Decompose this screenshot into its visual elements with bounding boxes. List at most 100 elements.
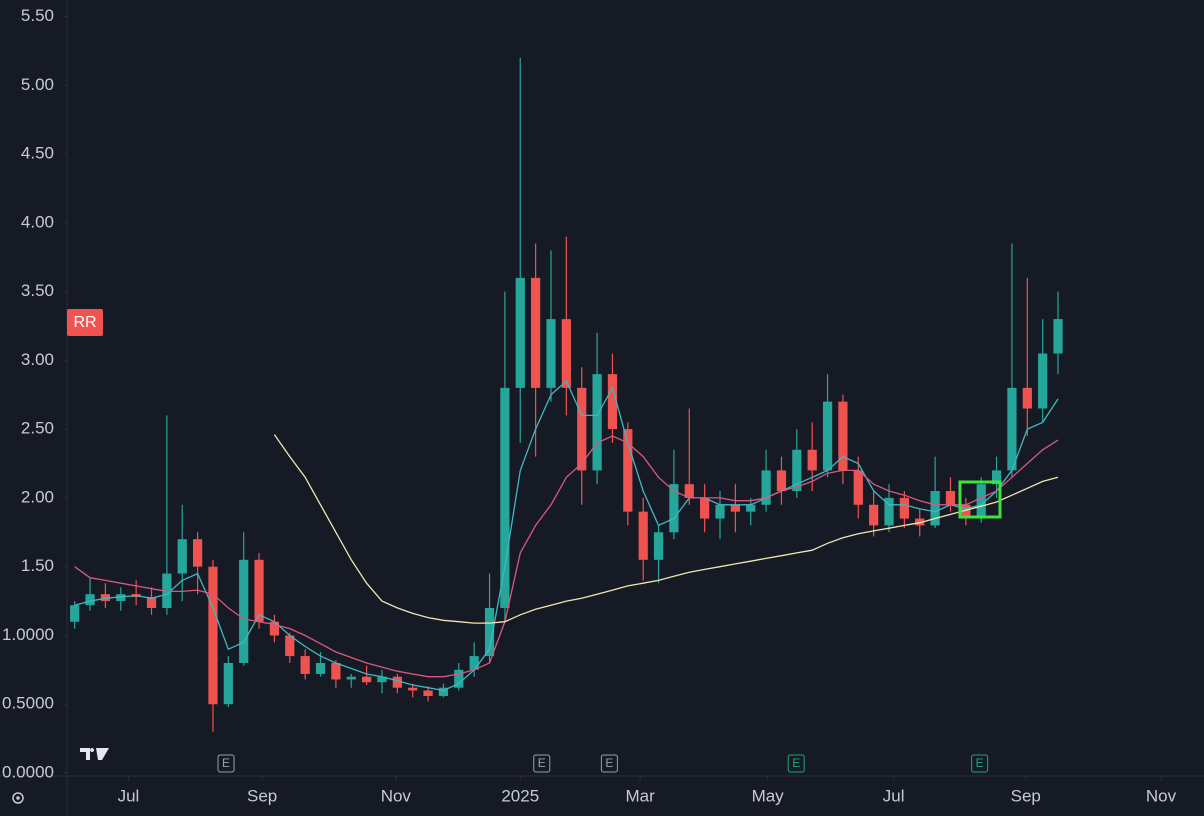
candle-body [1053, 319, 1063, 354]
settings-icon[interactable] [12, 792, 24, 804]
candle-body [116, 594, 126, 602]
logo-mark [80, 748, 109, 760]
candle-body [315, 662, 326, 674]
x-tick-label: 2025 [501, 786, 539, 805]
candle-body [807, 449, 817, 471]
candle-body [684, 484, 694, 498]
x-tick-label: Sep [247, 786, 277, 805]
settings-button[interactable] [12, 792, 24, 804]
candle-body [592, 374, 602, 471]
candle-body [761, 470, 771, 505]
moving-average-line [74, 379, 1059, 692]
candle-body [484, 607, 495, 657]
earnings-marker-label: E [605, 756, 613, 770]
symbol-badge: RR [67, 309, 103, 336]
candle-body [730, 504, 740, 512]
y-tick-label: 3.50 [21, 281, 54, 300]
candle-body [208, 566, 218, 705]
candle-body [715, 504, 725, 519]
candle-body [792, 449, 802, 492]
symbol-badge-bg [67, 309, 103, 336]
symbol-label: RR [73, 314, 96, 331]
candle-body [70, 605, 80, 622]
candle-body [85, 594, 95, 606]
x-tick-label: Nov [381, 786, 412, 805]
candle-body [899, 497, 909, 519]
settings-icon-dot[interactable] [16, 796, 20, 800]
candle-body [454, 669, 464, 688]
earnings-marker-label: E [792, 756, 800, 770]
y-tick-label: 4.00 [21, 212, 54, 231]
candle-body [177, 539, 187, 574]
candle-body [638, 511, 648, 560]
logo [80, 748, 109, 760]
highlight-box [958, 480, 1002, 519]
y-tick-label: 2.50 [21, 419, 54, 438]
candle-body [776, 470, 787, 492]
earnings-marker-label: E [538, 756, 546, 770]
candle-body [392, 676, 402, 688]
earnings-marker-box [971, 754, 989, 773]
y-tick-label: 5.50 [21, 6, 54, 25]
earnings-marker-box [217, 754, 235, 773]
earnings-marker-label: E [222, 756, 230, 770]
x-tick-label: Jul [883, 786, 905, 805]
candle-body [146, 596, 157, 608]
earnings-marker-box [533, 754, 551, 773]
moving-average-line [74, 435, 1059, 678]
x-tick-label: Mar [625, 786, 655, 805]
candle-body [915, 518, 925, 526]
candle-body [577, 387, 587, 471]
moving-average-line [273, 434, 1059, 624]
earnings-marker: E [971, 754, 989, 773]
earnings-marker: E [217, 754, 235, 773]
candle-body [961, 504, 971, 519]
y-tick-label: 3.00 [21, 350, 54, 369]
candle-body [408, 687, 418, 691]
x-tick-label: Jul [118, 786, 140, 805]
candle-body [546, 319, 556, 388]
candle-body [285, 635, 295, 657]
candle-body [669, 484, 679, 533]
candle-body [438, 687, 449, 696]
candle-body [223, 662, 233, 705]
candle-body [700, 497, 710, 519]
candle-body [346, 676, 356, 680]
candle-body [1022, 387, 1032, 409]
earnings-marker-box [600, 754, 618, 773]
candle-body [269, 621, 280, 636]
earnings-marker: E [533, 754, 551, 773]
candle-body [945, 491, 956, 505]
earnings-marker-box [787, 754, 805, 773]
candle-body [884, 497, 894, 526]
earnings-marker-label: E [976, 756, 984, 770]
x-tick-label: May [752, 786, 785, 805]
y-tick-label: 0.5000 [2, 694, 54, 713]
candle-body [822, 401, 833, 471]
candle-body [192, 539, 203, 567]
candle-body [653, 532, 664, 560]
candle-body [561, 319, 571, 388]
candle-body [331, 662, 341, 680]
candle-body [423, 690, 433, 696]
candle-body [515, 277, 525, 388]
candle-body [1038, 353, 1048, 409]
y-tick-label: 2.00 [21, 487, 54, 506]
candle-body [377, 676, 387, 683]
candle-body [239, 559, 249, 663]
candle-body [607, 374, 618, 430]
candle-body [100, 594, 111, 602]
candle-body [623, 429, 633, 512]
candle-body [976, 484, 986, 519]
candle-body [469, 656, 479, 670]
candle-body [930, 491, 940, 526]
x-tick-label: Sep [1011, 786, 1041, 805]
candle-body [991, 470, 1002, 485]
candle-body [1007, 387, 1017, 471]
y-tick-label: 5.00 [21, 75, 54, 94]
candle-body [300, 656, 310, 674]
candle-body [853, 470, 863, 505]
earnings-marker: E [787, 754, 805, 773]
